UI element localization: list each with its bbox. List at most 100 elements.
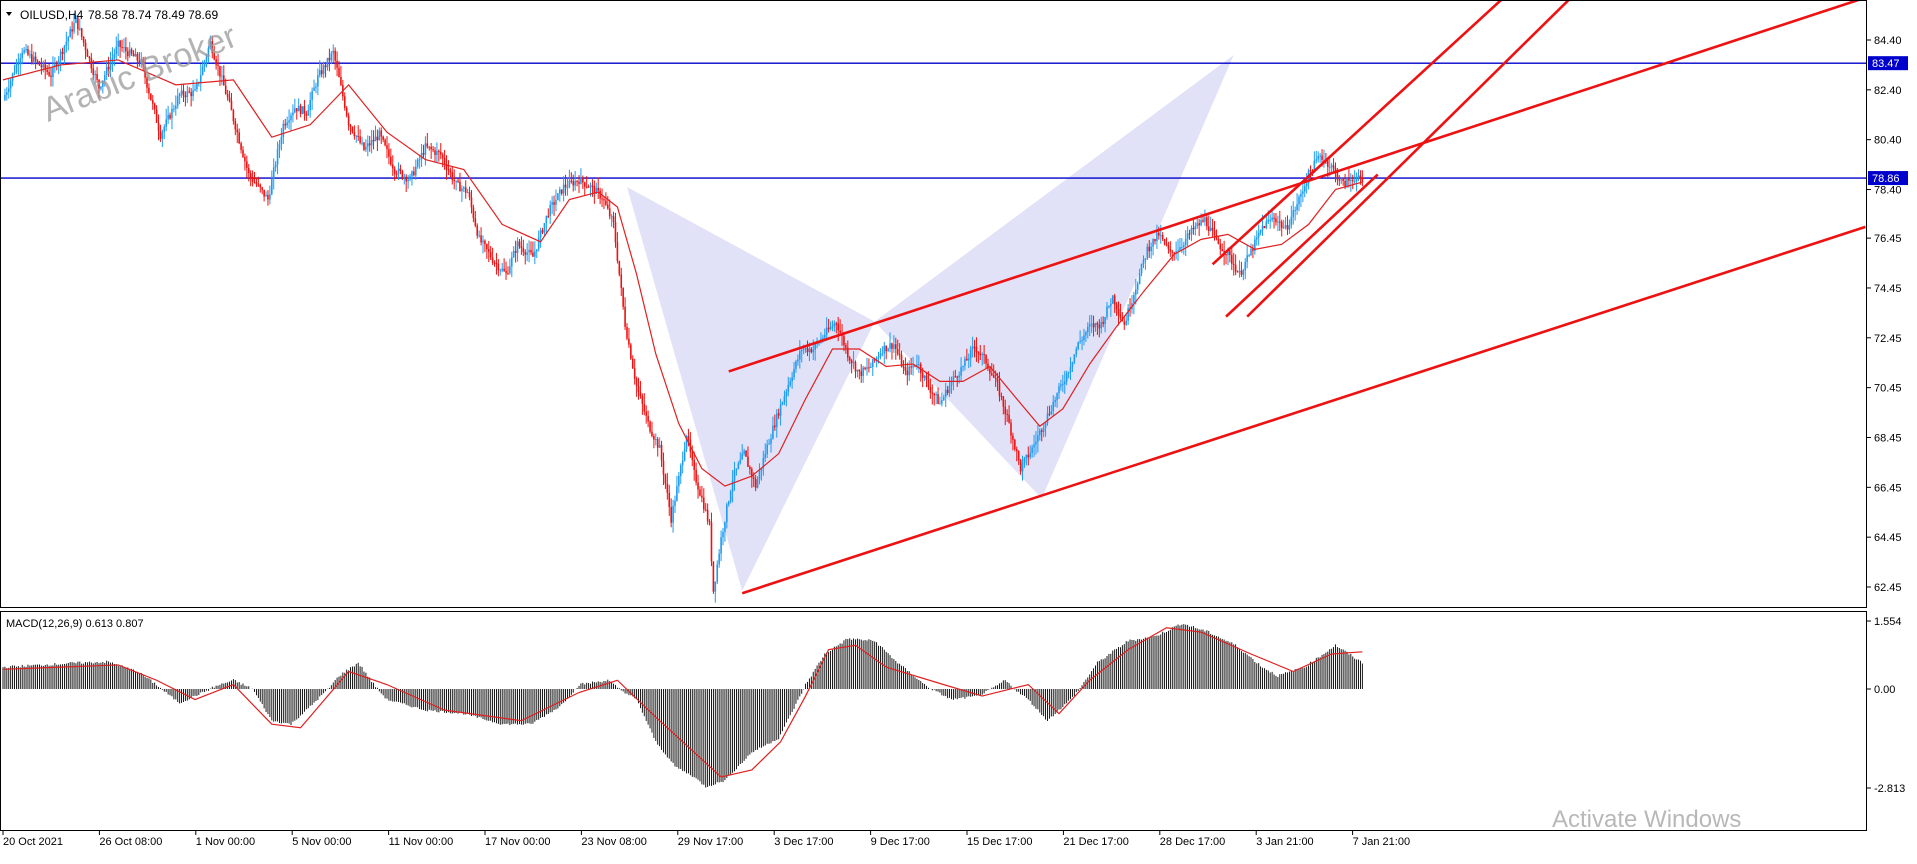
- candle: [322, 61, 325, 79]
- candle: [1231, 245, 1233, 271]
- candle: [1221, 243, 1223, 252]
- candle: [140, 52, 143, 68]
- candle: [1255, 230, 1258, 246]
- candle: [583, 181, 586, 196]
- pattern-triangle-2: [874, 54, 1234, 499]
- candle: [372, 130, 375, 150]
- candle: [745, 450, 747, 457]
- candle: [470, 189, 473, 214]
- candle: [787, 376, 790, 397]
- candle: [48, 63, 50, 78]
- candle: [580, 168, 582, 185]
- candle: [509, 258, 511, 275]
- candle: [1023, 456, 1026, 468]
- candle: [535, 249, 538, 259]
- candle: [1173, 251, 1175, 261]
- trend-line-4[interactable]: [1211, 0, 1507, 266]
- candle: [224, 78, 227, 95]
- candle: [601, 188, 603, 208]
- candle: [852, 351, 855, 370]
- candle: [825, 317, 828, 341]
- trend-line-2[interactable]: [728, 0, 1866, 373]
- symbol-menu-triangle-icon[interactable]: [6, 12, 12, 16]
- candle: [326, 57, 329, 71]
- candle: [1067, 371, 1070, 379]
- trend-line-1[interactable]: [741, 225, 1866, 595]
- candle: [1342, 177, 1344, 186]
- candle: [330, 50, 333, 65]
- candle: [388, 143, 390, 165]
- candle: [737, 461, 740, 470]
- macd-tick-label: 0.00: [1874, 684, 1895, 696]
- candle: [294, 98, 296, 114]
- candle: [946, 385, 949, 396]
- candle: [495, 252, 498, 275]
- candle: [1063, 370, 1066, 394]
- candle: [712, 561, 715, 594]
- candle: [501, 262, 503, 273]
- candle: [274, 161, 277, 172]
- candle: [520, 236, 523, 255]
- candle: [184, 91, 187, 107]
- candle: [249, 170, 252, 187]
- trend-line-3[interactable]: [1225, 173, 1379, 318]
- candle: [96, 66, 98, 83]
- candle: [7, 78, 10, 99]
- candle: [1029, 445, 1031, 460]
- trend-line-5[interactable]: [1246, 0, 1573, 318]
- candle: [232, 108, 235, 125]
- candle: [1171, 249, 1174, 261]
- candle: [125, 37, 127, 60]
- candle: [570, 172, 573, 184]
- candle: [407, 175, 409, 189]
- candle: [167, 105, 169, 124]
- candle: [733, 461, 736, 491]
- candle: [879, 348, 882, 360]
- candle: [616, 232, 619, 264]
- candle: [1025, 454, 1028, 466]
- candle: [382, 135, 384, 143]
- candle: [1106, 302, 1108, 320]
- candle: [472, 204, 475, 223]
- candle: [944, 382, 947, 408]
- candle: [624, 297, 626, 331]
- macd-axis: 1.554 0.00 -2.813: [1866, 616, 1905, 795]
- candle: [743, 448, 745, 456]
- candle: [173, 104, 175, 113]
- candle: [1279, 210, 1281, 231]
- candle: [138, 52, 141, 67]
- candle: [539, 227, 542, 248]
- horizontal-levels: [1, 62, 1866, 179]
- candle: [1062, 374, 1064, 393]
- time-tick-label: 3 Dec 17:00: [774, 836, 833, 848]
- candle: [487, 240, 490, 263]
- candle: [528, 240, 530, 263]
- candle: [84, 39, 87, 60]
- candle: [777, 408, 780, 420]
- price-tick-label: 68.45: [1874, 432, 1902, 444]
- candle: [766, 439, 768, 458]
- candle: [847, 340, 849, 362]
- candle: [800, 348, 803, 363]
- macd-pane[interactable]: [0, 611, 1867, 831]
- candle: [424, 136, 427, 166]
- candle: [960, 357, 962, 382]
- candle: [1142, 255, 1145, 269]
- candle: [265, 191, 267, 197]
- time-tick-label: 17 Nov 00:00: [485, 836, 550, 848]
- candle: [461, 185, 463, 202]
- candle: [950, 376, 953, 394]
- candle: [1039, 428, 1041, 441]
- candle: [775, 409, 778, 438]
- candle: [52, 56, 54, 87]
- price-axis: 84.40 82.40 80.40 78.40 76.45 74.45 72.45 70.45…: [1866, 35, 1908, 594]
- candle: [662, 452, 665, 486]
- candle: [361, 136, 363, 146]
- candle: [1186, 226, 1189, 248]
- candle: [132, 50, 135, 57]
- candle: [585, 176, 588, 189]
- candle: [499, 268, 502, 276]
- candle: [507, 266, 509, 275]
- candle: [989, 365, 991, 381]
